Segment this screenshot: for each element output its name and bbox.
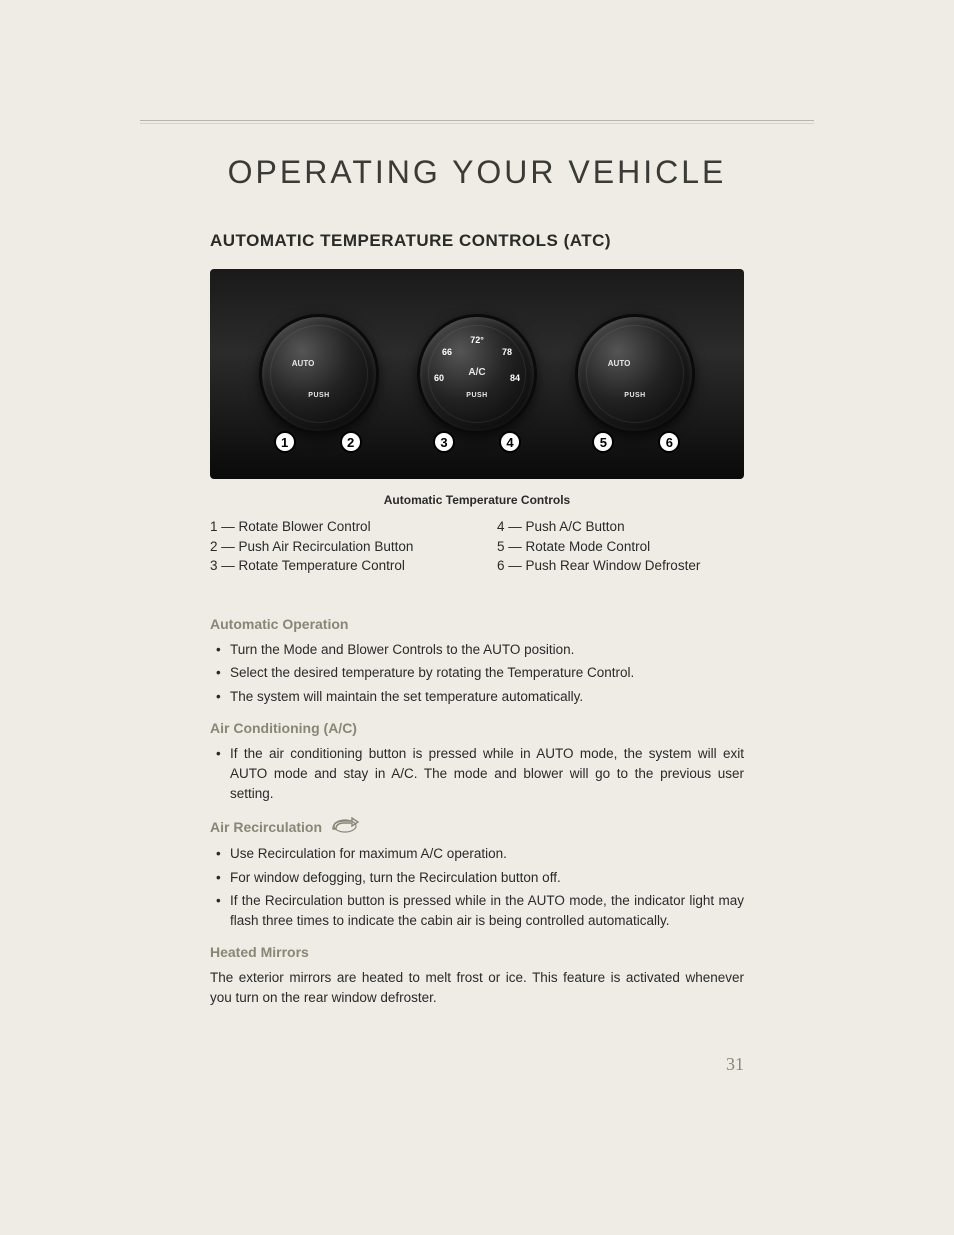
callout-row: 1 2 3 4 5 6 <box>210 431 744 453</box>
dial-auto-label: AUTO <box>292 359 315 368</box>
legend-item: 3 — Rotate Temperature Control <box>210 556 457 576</box>
dial-push-label: PUSH <box>624 392 645 399</box>
subhead-recirc: Air Recirculation <box>210 817 744 836</box>
mode-dial: AUTO PUSH <box>575 314 695 434</box>
dial-ac-label: A/C <box>468 367 485 378</box>
mirrors-text: The exterior mirrors are heated to melt … <box>210 968 744 1007</box>
legend-left: 1 — Rotate Blower Control 2 — Push Air R… <box>210 517 457 576</box>
page-title: OPERATING YOUR VEHICLE <box>110 154 844 191</box>
legend-item: 6 — Push Rear Window Defroster <box>497 556 744 576</box>
temp-60: 60 <box>434 373 444 383</box>
list-item: The system will maintain the set tempera… <box>210 687 744 707</box>
subhead-text: Air Recirculation <box>210 819 322 835</box>
legend: 1 — Rotate Blower Control 2 — Push Air R… <box>210 517 744 576</box>
subhead-text: Air Conditioning (A/C) <box>210 720 357 736</box>
list-item: If the air conditioning button is presse… <box>210 744 744 803</box>
manual-page: OPERATING YOUR VEHICLE AUTOMATIC TEMPERA… <box>0 0 954 1235</box>
list-item: For window defogging, turn the Recircula… <box>210 868 744 888</box>
figure-caption: Automatic Temperature Controls <box>210 493 744 507</box>
subhead-text: Automatic Operation <box>210 616 348 632</box>
recirculation-icon <box>330 817 360 836</box>
top-rule <box>140 120 814 124</box>
callout-4: 4 <box>499 431 521 453</box>
auto-op-list: Turn the Mode and Blower Controls to the… <box>210 640 744 707</box>
dial-auto-label: AUTO <box>608 359 631 368</box>
list-item: Turn the Mode and Blower Controls to the… <box>210 640 744 660</box>
subhead-text: Heated Mirrors <box>210 944 309 960</box>
ac-list: If the air conditioning button is presse… <box>210 744 744 803</box>
callout-6: 6 <box>658 431 680 453</box>
legend-item: 5 — Rotate Mode Control <box>497 537 744 557</box>
dial-push-label: PUSH <box>466 392 487 399</box>
legend-right: 4 — Push A/C Button 5 — Rotate Mode Cont… <box>497 517 744 576</box>
temp-78: 78 <box>502 347 512 357</box>
list-item: Use Recirculation for maximum A/C operat… <box>210 844 744 864</box>
atc-figure: AUTO PUSH 72° 66 78 60 84 A/C PUSH AUTO … <box>210 269 744 479</box>
temp-84: 84 <box>510 373 520 383</box>
content-area: AUTO PUSH 72° 66 78 60 84 A/C PUSH AUTO … <box>110 269 844 1007</box>
recirc-list: Use Recirculation for maximum A/C operat… <box>210 844 744 930</box>
legend-item: 2 — Push Air Recirculation Button <box>210 537 457 557</box>
blower-dial: AUTO PUSH <box>259 314 379 434</box>
callout-5: 5 <box>592 431 614 453</box>
subhead-mirrors: Heated Mirrors <box>210 944 744 960</box>
callout-3: 3 <box>433 431 455 453</box>
section-title: AUTOMATIC TEMPERATURE CONTROLS (ATC) <box>110 231 844 251</box>
legend-item: 4 — Push A/C Button <box>497 517 744 537</box>
subhead-auto-op: Automatic Operation <box>210 616 744 632</box>
callout-1: 1 <box>274 431 296 453</box>
temp-dial: 72° 66 78 60 84 A/C PUSH <box>417 314 537 434</box>
temp-72: 72° <box>470 335 484 345</box>
page-number: 31 <box>726 1054 744 1075</box>
list-item: If the Recirculation button is pressed w… <box>210 891 744 930</box>
dial-push-label: PUSH <box>308 392 329 399</box>
temp-66: 66 <box>442 347 452 357</box>
legend-item: 1 — Rotate Blower Control <box>210 517 457 537</box>
callout-2: 2 <box>340 431 362 453</box>
subhead-ac: Air Conditioning (A/C) <box>210 720 744 736</box>
list-item: Select the desired temperature by rotati… <box>210 663 744 683</box>
